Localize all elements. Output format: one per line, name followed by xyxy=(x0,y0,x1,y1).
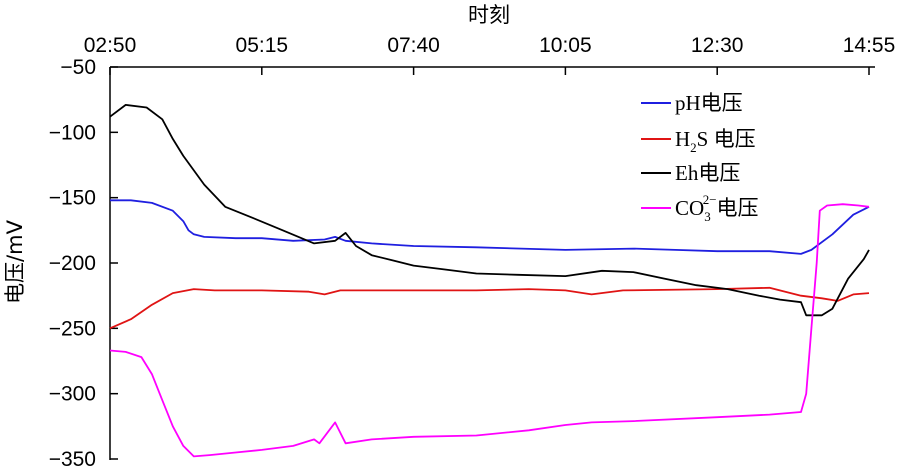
y-tick-label: −250 xyxy=(49,317,96,340)
y-tick-label: −300 xyxy=(49,383,96,406)
axes xyxy=(109,66,875,460)
series-lines xyxy=(109,104,870,458)
x-axis-ticks: 02:50 05:15 07:40 10:05 12:30 14:55 xyxy=(84,34,896,75)
x-tick-label: 12:30 xyxy=(691,34,744,57)
y-axis-ticks: −50 −100 −150 −200 −250 −300 −350 xyxy=(49,56,118,471)
legend-label: Eh电压 xyxy=(675,161,740,185)
x-tick-label: 02:50 xyxy=(84,34,137,57)
legend: pH电压 H2S 电压 Eh电压 CO32−电压 xyxy=(641,91,759,224)
x-tick-label: 14:55 xyxy=(843,34,896,57)
legend-label: pH电压 xyxy=(675,91,743,115)
x-tick-label: 10:05 xyxy=(539,34,592,57)
series-line-3 xyxy=(109,203,870,458)
y-tick-label: −100 xyxy=(49,121,96,144)
legend-label: CO32−电压 xyxy=(675,192,759,224)
legend-label: H2S 电压 xyxy=(675,127,756,155)
y-tick-label: −150 xyxy=(49,187,96,210)
series-line-2 xyxy=(109,104,870,317)
x-axis-title: 时刻 xyxy=(468,3,510,27)
y-tick-label: −200 xyxy=(49,252,96,275)
y-axis-title: 电压/mV xyxy=(3,219,27,304)
y-tick-label: −50 xyxy=(60,56,96,79)
y-tick-label: −350 xyxy=(49,448,96,471)
series-line-1 xyxy=(109,286,870,330)
x-tick-label: 05:15 xyxy=(236,34,289,57)
series-line-0 xyxy=(110,199,870,255)
x-tick-label: 07:40 xyxy=(387,34,440,57)
